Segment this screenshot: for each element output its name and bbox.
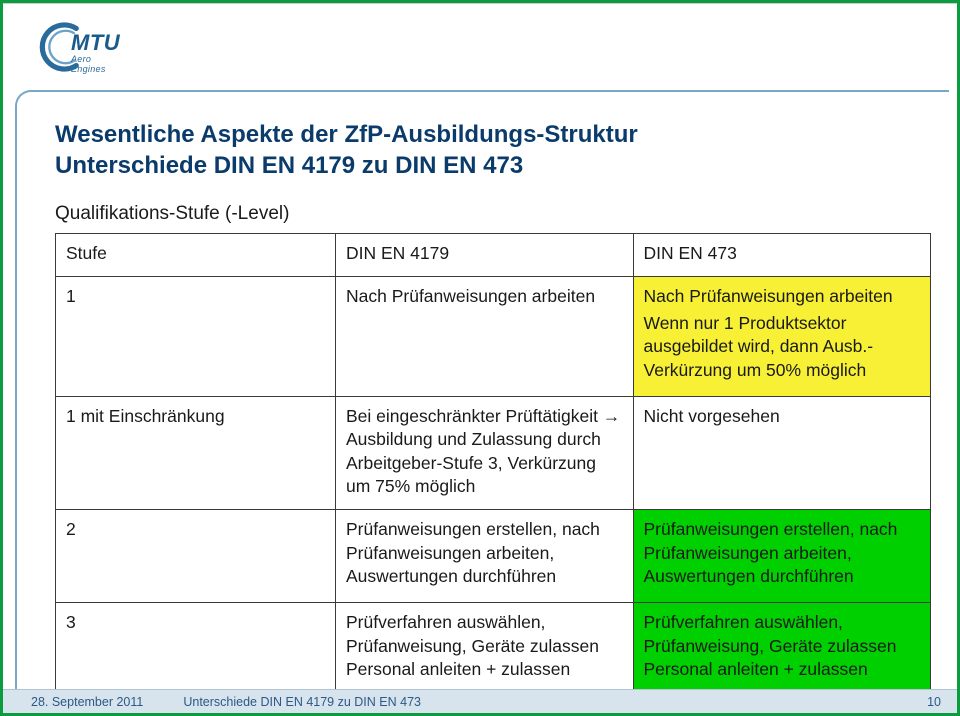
col-header-473: DIN EN 473 bbox=[633, 234, 931, 277]
cell-473: Prüfverfahren auswählen, Prüfanweisung, … bbox=[633, 602, 931, 695]
title-line-2: Unterschiede DIN EN 4179 zu DIN EN 473 bbox=[55, 152, 523, 179]
table-row: 2 Prüfanweisungen erstellen, nach Prüfan… bbox=[56, 510, 931, 603]
cell-line: Prüfverfahren auswählen, Prüfanweisung, … bbox=[644, 611, 921, 682]
qualification-table: Stufe DIN EN 4179 DIN EN 473 1 Nach Prüf… bbox=[55, 233, 931, 695]
cell-473: Prüfanweisungen erstellen, nach Prüfanwe… bbox=[633, 510, 931, 603]
cell-stufe: 2 bbox=[56, 510, 336, 603]
logo-brand: MTU bbox=[71, 30, 120, 56]
cell-473: Nicht vorgesehen bbox=[633, 396, 931, 510]
cell-473: Nach Prüfanweisungen arbeiten Wenn nur 1… bbox=[633, 277, 931, 397]
col-header-4179: DIN EN 4179 bbox=[336, 234, 634, 277]
cell-stufe: 3 bbox=[56, 602, 336, 695]
cell-line: Prüfanweisungen erstellen, nach Prüfanwe… bbox=[644, 518, 921, 589]
cell-stufe: 1 mit Einschränkung bbox=[56, 396, 336, 510]
table-header-row: Stufe DIN EN 4179 DIN EN 473 bbox=[56, 234, 931, 277]
title-line-1: Wesentliche Aspekte der ZfP-Ausbildungs-… bbox=[55, 121, 638, 148]
cell-4179: Bei eingeschränkter Prüftätigkeit → Ausb… bbox=[336, 396, 634, 510]
cell-4179: Prüfverfahren auswählen, Prüfanweisung, … bbox=[336, 602, 634, 695]
slide-body: MTU Aero Engines Wesentliche Aspekte der… bbox=[3, 3, 957, 689]
table-row: 1 mit Einschränkung Bei eingeschränkter … bbox=[56, 396, 931, 510]
table-row: 3 Prüfverfahren auswählen, Prüfanweisung… bbox=[56, 602, 931, 695]
logo: MTU Aero Engines bbox=[31, 18, 89, 76]
footer-page-number: 10 bbox=[927, 695, 941, 709]
content-frame: Wesentliche Aspekte der ZfP-Ausbildungs-… bbox=[15, 90, 949, 689]
col-header-stufe: Stufe bbox=[56, 234, 336, 277]
cell-4179: Prüfanweisungen erstellen, nach Prüfanwe… bbox=[336, 510, 634, 603]
footer-date: 28. September 2011 bbox=[31, 695, 143, 709]
slide-title: Wesentliche Aspekte der ZfP-Ausbildungs-… bbox=[55, 120, 931, 181]
footer-bar: 28. September 2011 Unterschiede DIN EN 4… bbox=[3, 689, 957, 713]
cell-stufe: 1 bbox=[56, 277, 336, 397]
cell-4179: Nach Prüfanweisungen arbeiten bbox=[336, 277, 634, 397]
table-row: 1 Nach Prüfanweisungen arbeiten Nach Prü… bbox=[56, 277, 931, 397]
footer-title: Unterschiede DIN EN 4179 zu DIN EN 473 bbox=[183, 695, 927, 709]
slide-subtitle: Qualifikations-Stufe (-Level) bbox=[55, 203, 931, 225]
logo-text: MTU Aero Engines bbox=[71, 30, 120, 74]
cell-line: Nach Prüfanweisungen arbeiten bbox=[644, 285, 921, 309]
logo-subline: Aero Engines bbox=[71, 54, 120, 74]
cell-line: Nicht vorgesehen bbox=[644, 405, 921, 429]
cell-line: Wenn nur 1 Produktsektor ausgebildet wir… bbox=[644, 312, 921, 383]
